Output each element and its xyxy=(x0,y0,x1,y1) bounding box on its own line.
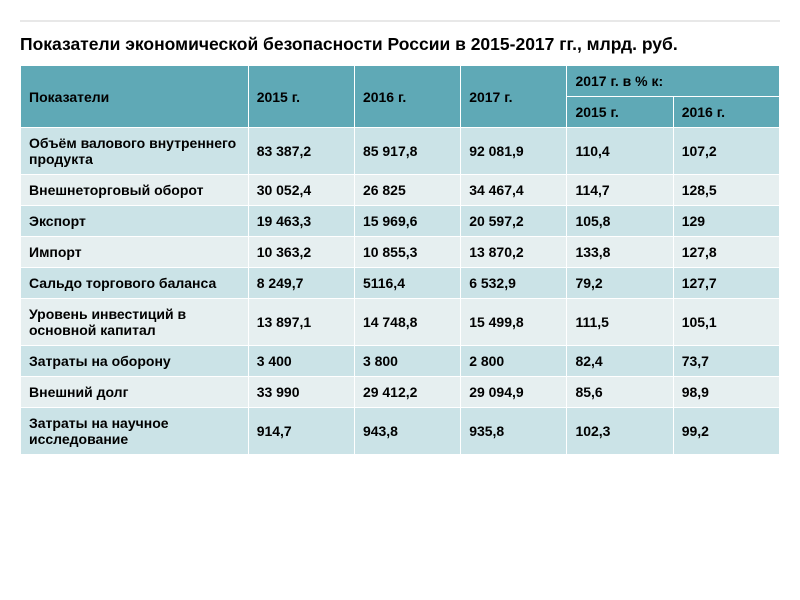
col-pct-group: 2017 г. в % к: xyxy=(567,66,780,97)
cell-indicator: Сальдо торгового баланса xyxy=(21,268,249,299)
cell-pct-2016: 127,7 xyxy=(673,268,779,299)
cell-pct-2016: 73,7 xyxy=(673,346,779,377)
cell-pct-2015: 102,3 xyxy=(567,408,673,455)
cell-2017: 2 800 xyxy=(461,346,567,377)
cell-pct-2016: 128,5 xyxy=(673,175,779,206)
cell-pct-2016: 107,2 xyxy=(673,128,779,175)
cell-pct-2016: 129 xyxy=(673,206,779,237)
cell-2016: 3 800 xyxy=(354,346,460,377)
slide-title: Показатели экономической безопасности Ро… xyxy=(20,34,780,55)
slide: Показатели экономической безопасности Ро… xyxy=(0,0,800,600)
cell-2015: 30 052,4 xyxy=(248,175,354,206)
cell-pct-2015: 105,8 xyxy=(567,206,673,237)
cell-2017: 92 081,9 xyxy=(461,128,567,175)
cell-2017: 20 597,2 xyxy=(461,206,567,237)
cell-2017: 935,8 xyxy=(461,408,567,455)
cell-2016: 943,8 xyxy=(354,408,460,455)
table-header-row-1: Показатели 2015 г. 2016 г. 2017 г. 2017 … xyxy=(21,66,780,97)
cell-2016: 10 855,3 xyxy=(354,237,460,268)
cell-indicator: Уровень инвестиций в основной капитал xyxy=(21,299,249,346)
table-row: Объём валового внутреннего продукта83 38… xyxy=(21,128,780,175)
table-row: Импорт10 363,210 855,313 870,2133,8127,8 xyxy=(21,237,780,268)
cell-indicator: Экспорт xyxy=(21,206,249,237)
table-row: Внешний долг33 99029 412,229 094,985,698… xyxy=(21,377,780,408)
cell-2016: 29 412,2 xyxy=(354,377,460,408)
cell-pct-2016: 99,2 xyxy=(673,408,779,455)
cell-2015: 3 400 xyxy=(248,346,354,377)
table-row: Затраты на научное исследование914,7943,… xyxy=(21,408,780,455)
col-pct-2016: 2016 г. xyxy=(673,97,779,128)
table-row: Экспорт19 463,315 969,620 597,2105,8129 xyxy=(21,206,780,237)
indicators-table: Показатели 2015 г. 2016 г. 2017 г. 2017 … xyxy=(20,65,780,455)
cell-indicator: Внешнеторговый оборот xyxy=(21,175,249,206)
cell-pct-2015: 114,7 xyxy=(567,175,673,206)
cell-2016: 26 825 xyxy=(354,175,460,206)
cell-2016: 85 917,8 xyxy=(354,128,460,175)
cell-2015: 8 249,7 xyxy=(248,268,354,299)
cell-2017: 15 499,8 xyxy=(461,299,567,346)
cell-pct-2015: 85,6 xyxy=(567,377,673,408)
cell-2017: 29 094,9 xyxy=(461,377,567,408)
cell-pct-2016: 98,9 xyxy=(673,377,779,408)
col-2015: 2015 г. xyxy=(248,66,354,128)
cell-indicator: Затраты на научное исследование xyxy=(21,408,249,455)
cell-indicator: Внешний долг xyxy=(21,377,249,408)
cell-pct-2016: 127,8 xyxy=(673,237,779,268)
cell-pct-2016: 105,1 xyxy=(673,299,779,346)
cell-2017: 34 467,4 xyxy=(461,175,567,206)
cell-2015: 19 463,3 xyxy=(248,206,354,237)
cell-2016: 5116,4 xyxy=(354,268,460,299)
cell-2017: 13 870,2 xyxy=(461,237,567,268)
decorative-top-line xyxy=(20,20,780,22)
col-pct-2015: 2015 г. xyxy=(567,97,673,128)
cell-indicator: Объём валового внутреннего продукта xyxy=(21,128,249,175)
cell-pct-2015: 79,2 xyxy=(567,268,673,299)
cell-2015: 914,7 xyxy=(248,408,354,455)
col-2016: 2016 г. xyxy=(354,66,460,128)
table-row: Сальдо торгового баланса8 249,75116,46 5… xyxy=(21,268,780,299)
cell-2015: 10 363,2 xyxy=(248,237,354,268)
cell-2015: 33 990 xyxy=(248,377,354,408)
table-row: Уровень инвестиций в основной капитал13 … xyxy=(21,299,780,346)
col-indicator: Показатели xyxy=(21,66,249,128)
cell-indicator: Затраты на оборону xyxy=(21,346,249,377)
col-2017: 2017 г. xyxy=(461,66,567,128)
cell-2017: 6 532,9 xyxy=(461,268,567,299)
cell-pct-2015: 111,5 xyxy=(567,299,673,346)
cell-pct-2015: 110,4 xyxy=(567,128,673,175)
cell-2016: 15 969,6 xyxy=(354,206,460,237)
cell-2016: 14 748,8 xyxy=(354,299,460,346)
cell-2015: 13 897,1 xyxy=(248,299,354,346)
table-row: Затраты на оборону3 4003 8002 80082,473,… xyxy=(21,346,780,377)
cell-2015: 83 387,2 xyxy=(248,128,354,175)
table-row: Внешнеторговый оборот30 052,426 82534 46… xyxy=(21,175,780,206)
cell-pct-2015: 82,4 xyxy=(567,346,673,377)
cell-indicator: Импорт xyxy=(21,237,249,268)
cell-pct-2015: 133,8 xyxy=(567,237,673,268)
